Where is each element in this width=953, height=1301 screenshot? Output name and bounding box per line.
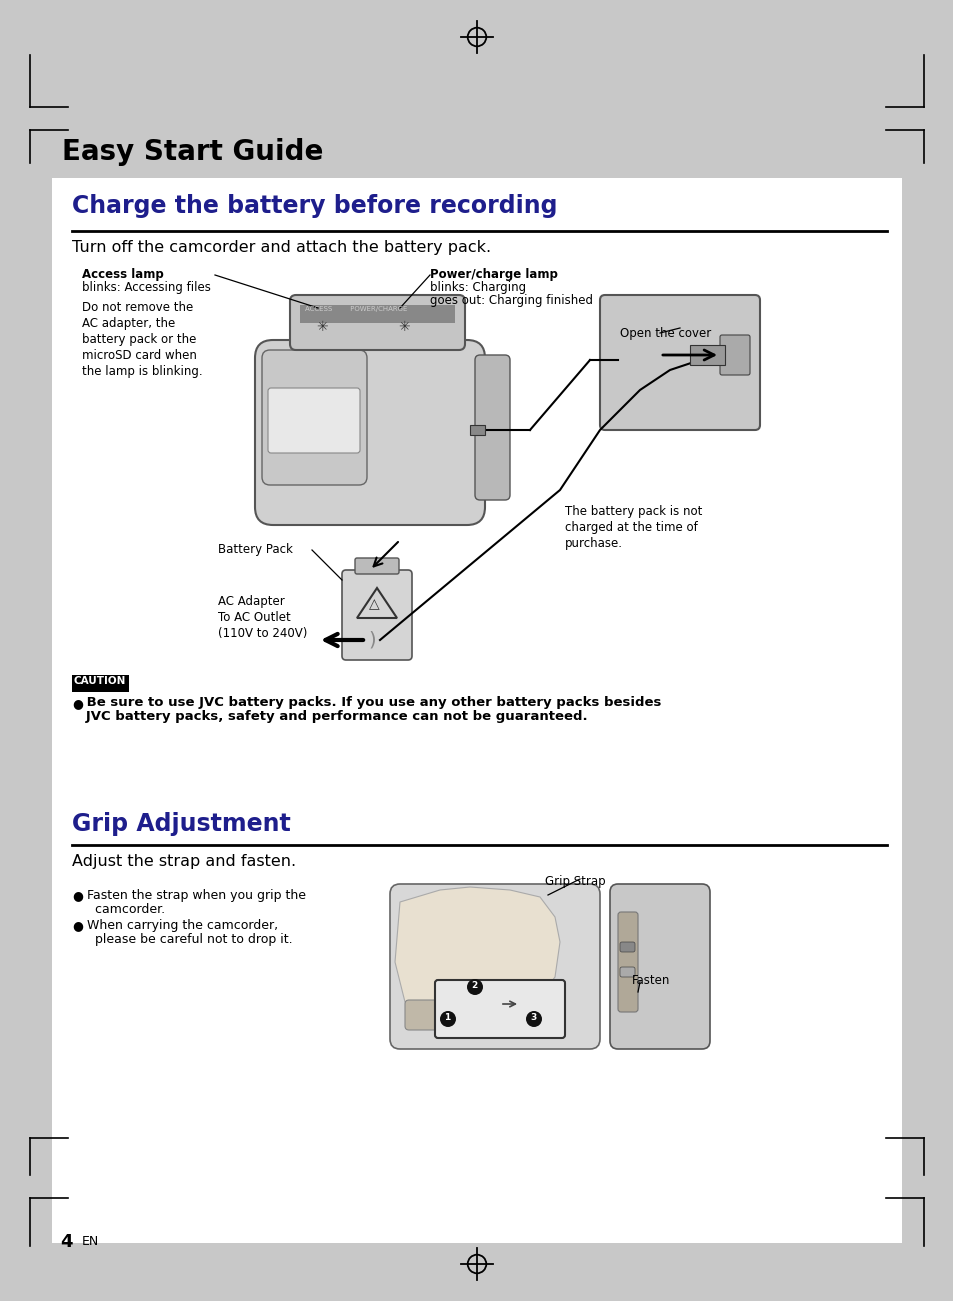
FancyBboxPatch shape — [619, 967, 635, 977]
Polygon shape — [395, 887, 559, 1012]
Text: Adjust the strap and fasten.: Adjust the strap and fasten. — [71, 853, 295, 869]
Text: ✳: ✳ — [315, 320, 327, 334]
Text: Be sure to use JVC battery packs. If you use any other battery packs besides: Be sure to use JVC battery packs. If you… — [82, 696, 660, 709]
FancyBboxPatch shape — [720, 334, 749, 375]
Text: Fasten the strap when you grip the: Fasten the strap when you grip the — [83, 889, 306, 902]
FancyBboxPatch shape — [355, 558, 398, 574]
Text: ●: ● — [71, 889, 83, 902]
Text: 1: 1 — [444, 1012, 450, 1021]
Text: blinks: Accessing files: blinks: Accessing files — [82, 281, 211, 294]
Circle shape — [439, 1011, 456, 1026]
FancyBboxPatch shape — [254, 340, 484, 526]
FancyBboxPatch shape — [435, 980, 564, 1038]
Text: camcorder.: camcorder. — [83, 903, 165, 916]
FancyBboxPatch shape — [405, 1000, 544, 1030]
Text: please be careful not to drop it.: please be careful not to drop it. — [83, 933, 293, 946]
Text: Do not remove the
AC adapter, the
battery pack or the
microSD card when
the lamp: Do not remove the AC adapter, the batter… — [82, 301, 202, 379]
Text: Open the cover: Open the cover — [619, 327, 711, 340]
Text: Turn off the camcorder and attach the battery pack.: Turn off the camcorder and attach the ba… — [71, 239, 491, 255]
Text: 3: 3 — [530, 1012, 537, 1021]
Text: When carrying the camcorder,: When carrying the camcorder, — [83, 919, 278, 932]
FancyBboxPatch shape — [619, 942, 635, 952]
Text: 2: 2 — [471, 981, 477, 990]
FancyBboxPatch shape — [599, 295, 760, 431]
Text: CAUTION: CAUTION — [74, 677, 126, 687]
FancyBboxPatch shape — [390, 883, 599, 1049]
Bar — [689, 345, 724, 366]
FancyBboxPatch shape — [475, 355, 510, 500]
Text: 4: 4 — [60, 1233, 72, 1252]
FancyBboxPatch shape — [268, 388, 359, 453]
Text: △: △ — [368, 597, 379, 611]
Text: AC Adapter
To AC Outlet
(110V to 240V): AC Adapter To AC Outlet (110V to 240V) — [218, 595, 307, 640]
Text: ●: ● — [71, 697, 83, 710]
Text: Power/charge lamp: Power/charge lamp — [430, 268, 558, 281]
FancyBboxPatch shape — [618, 912, 638, 1012]
FancyBboxPatch shape — [290, 295, 464, 350]
Text: Access lamp: Access lamp — [82, 268, 164, 281]
Text: Fasten: Fasten — [631, 974, 670, 987]
Text: EN: EN — [82, 1235, 99, 1248]
Bar — [52, 178, 901, 1242]
Text: Grip Adjustment: Grip Adjustment — [71, 812, 291, 837]
Circle shape — [525, 1011, 541, 1026]
Text: Grip Strap: Grip Strap — [544, 876, 605, 889]
Bar — [71, 675, 129, 692]
FancyBboxPatch shape — [262, 350, 367, 485]
Text: ●: ● — [71, 919, 83, 932]
Circle shape — [467, 978, 482, 995]
Text: blinks: Charging: blinks: Charging — [430, 281, 525, 294]
Text: The battery pack is not
charged at the time of
purchase.: The battery pack is not charged at the t… — [564, 505, 701, 550]
Bar — [299, 304, 455, 323]
FancyBboxPatch shape — [341, 570, 412, 660]
Text: ✳: ✳ — [397, 320, 409, 334]
Text: Easy Start Guide: Easy Start Guide — [62, 138, 323, 167]
Text: ACCESS        POWER/CHARGE: ACCESS POWER/CHARGE — [305, 306, 407, 312]
FancyBboxPatch shape — [609, 883, 709, 1049]
Text: Battery Pack: Battery Pack — [218, 543, 293, 556]
Text: ): ) — [368, 630, 375, 649]
Text: JVC battery packs, safety and performance can not be guaranteed.: JVC battery packs, safety and performanc… — [71, 710, 587, 723]
Bar — [0, 0, 953, 183]
Bar — [470, 425, 484, 435]
Text: goes out: Charging finished: goes out: Charging finished — [430, 294, 593, 307]
Text: Charge the battery before recording: Charge the battery before recording — [71, 194, 557, 219]
